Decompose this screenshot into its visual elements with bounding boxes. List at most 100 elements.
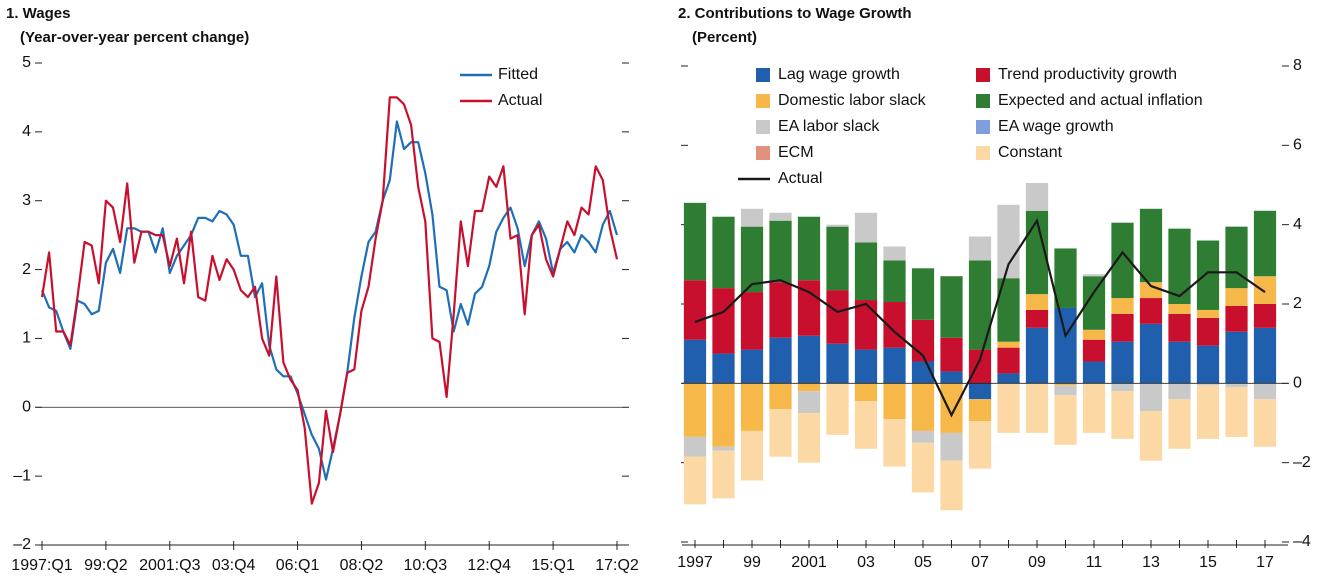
bar-segment [1111,313,1134,342]
y-tick-label: 0 [22,399,31,416]
legend-label: EA labor slack [778,118,880,135]
x-tick-label: 11 [1086,554,1103,571]
x-tick-label: 13 [1142,554,1160,571]
bar-segment [940,276,963,338]
chart-title: 1. Wages [6,5,70,22]
x-tick-label: 15 [1199,554,1217,571]
bar-segment [1225,387,1248,437]
bar-segment [769,212,792,221]
bar-segment [1054,395,1077,445]
legend-label: Expected and actual inflation [998,92,1203,109]
bar-segment [1111,298,1134,314]
bar-segment [1225,305,1248,332]
bar-segment [997,204,1020,279]
bar-segment [968,399,992,422]
x-tick-label: 2001:Q3 [139,557,200,574]
bar-segment [740,383,764,431]
bar-segment [883,419,906,467]
bar-segment [1253,327,1277,384]
bar-segment [1025,183,1049,211]
legend-swatch [976,94,990,108]
bar-segment [1196,385,1220,439]
bar-segment [1168,313,1191,342]
bar-segment [997,341,1020,348]
bar-segment [769,383,792,410]
y-tick-label: 2 [1293,295,1302,312]
y-tick-label: –2 [1293,454,1311,471]
bar-segment [997,383,1020,433]
x-tick-label: 1997:Q1 [11,557,72,574]
bar-segment [968,260,992,350]
legend-label: Actual [498,92,542,109]
y-tick-label: 3 [22,192,31,209]
bar-segment [740,208,764,227]
bar-segment [1082,383,1106,433]
bar-segment [968,383,992,400]
bar-segment [826,343,849,384]
legend-label: Fitted [498,66,538,83]
legend-swatch [976,146,990,160]
bar-segment [1168,399,1191,449]
bar-segment [797,391,821,414]
bar-segment [883,246,906,261]
bar-segment [740,430,764,481]
bar-segment [683,280,707,340]
bar-segment [683,202,707,281]
bar-segment [1253,399,1277,447]
legend-swatch [976,68,990,82]
bar-segment [1139,208,1163,283]
bar-segment [997,347,1020,374]
bar-segment [797,280,821,336]
bar-segment [683,436,707,457]
legend-swatch [756,68,770,82]
line-series [40,96,619,505]
chart-subtitle: (Percent) [692,29,757,46]
bar-segment [1054,383,1077,386]
bar-segment [683,339,707,384]
bar-segment [968,349,992,384]
x-tick-label: 03 [857,554,875,571]
bar-segment [1025,309,1049,328]
bar-segment [740,349,764,384]
x-tick-label: 08:Q2 [340,557,384,574]
y-tick-label: 6 [1293,137,1302,154]
legend-label: Domestic labor slack [778,92,927,109]
bar-segment [1025,210,1049,295]
bar-segment [712,383,735,447]
legend-swatch [756,120,770,134]
bar-segment [883,347,906,384]
bar-segment [997,373,1020,384]
bar-segment [854,212,878,243]
x-tick-label: 2001 [791,554,827,571]
bar-segment [1196,345,1220,384]
legend-label: Lag wage growth [778,66,900,83]
bar-segment [968,236,992,261]
y-tick-label: 0 [1293,375,1302,392]
bar-segment [1225,331,1248,384]
bar-segment [712,446,735,451]
bar-segment [1139,383,1163,412]
x-tick-label: 03:Q4 [212,557,256,574]
bar-segment [854,242,878,301]
bar-segment [1025,327,1049,384]
y-tick-label: 4 [1293,216,1302,233]
y-tick-label: –1 [13,467,31,484]
bar-segment [968,421,992,469]
x-tick-label: 17 [1256,554,1274,571]
bar-segment [1253,304,1277,328]
x-tick-label: 17:Q2 [595,557,639,574]
x-tick-label: 09 [1028,554,1046,571]
bar-segment [997,278,1020,342]
line-series [40,120,619,481]
legend-swatch [756,146,770,160]
bar-segment [797,383,821,392]
bar-segment [1168,304,1191,314]
bar-segment [1253,210,1277,277]
legend-swatch [976,120,990,134]
bar-segment [1082,274,1106,277]
bar-segment [1139,411,1163,461]
legend-label: ECM [778,144,814,161]
x-tick-label: 99:Q2 [84,557,128,574]
